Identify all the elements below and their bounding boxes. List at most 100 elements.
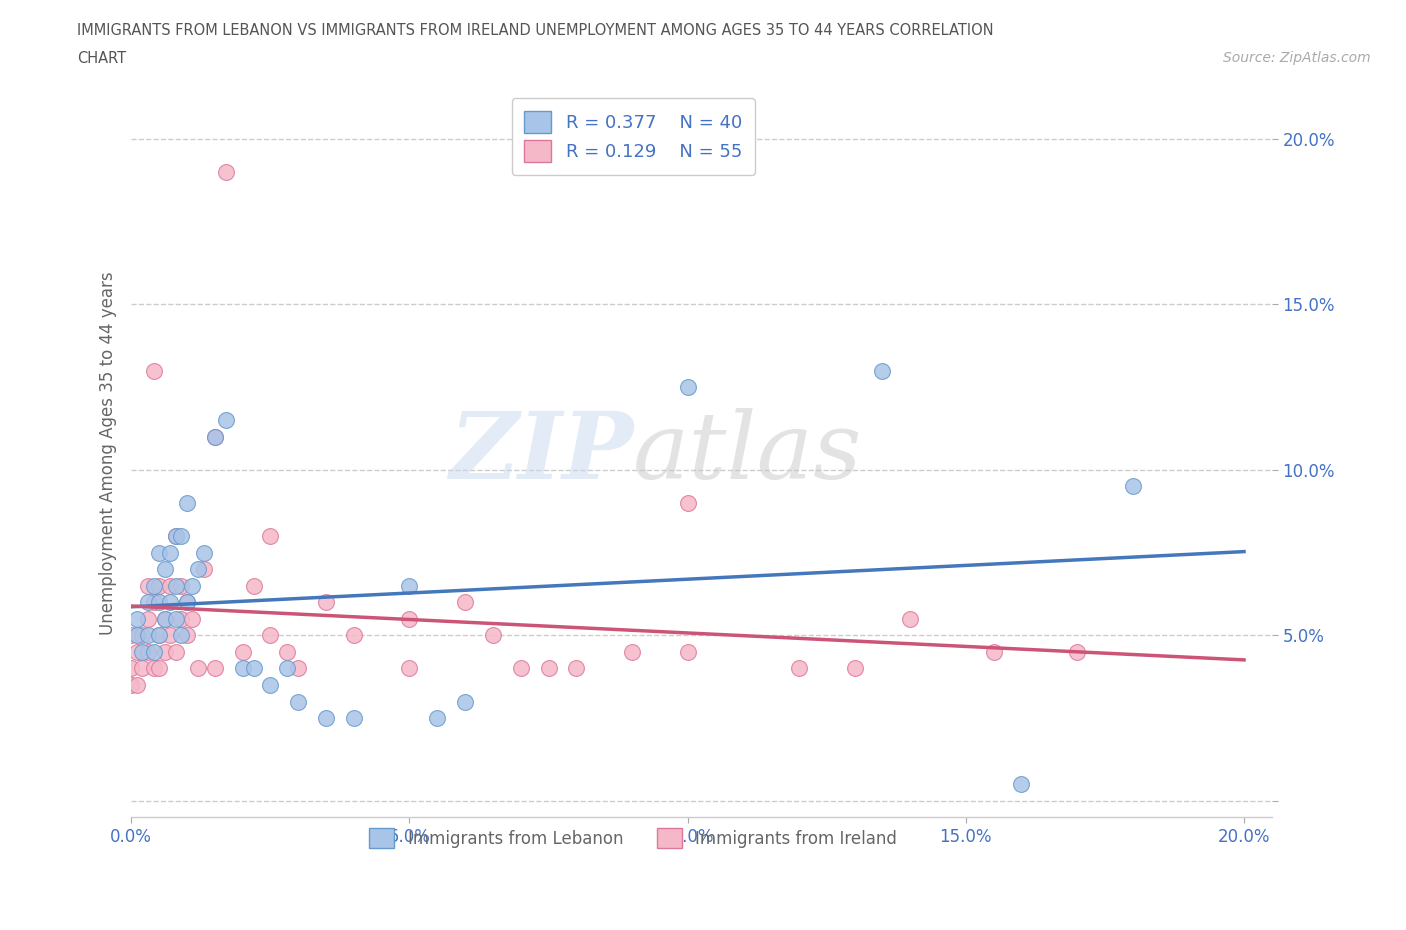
Point — [872, 364, 894, 379]
Point — [193, 562, 215, 577]
Text: ZIP: ZIP — [449, 408, 633, 498]
Point — [343, 628, 366, 643]
Point — [120, 628, 142, 643]
Point — [136, 578, 159, 593]
Point — [153, 611, 176, 626]
Point — [148, 628, 170, 643]
Point — [142, 644, 165, 659]
Point — [454, 694, 477, 709]
Point — [315, 711, 337, 725]
Point — [159, 545, 181, 560]
Point — [193, 545, 215, 560]
Point — [153, 644, 176, 659]
Point — [287, 694, 309, 709]
Point — [176, 496, 198, 511]
Point — [142, 661, 165, 676]
Point — [131, 661, 153, 676]
Point — [676, 379, 699, 394]
Point — [142, 595, 165, 610]
Point — [204, 430, 226, 445]
Point — [148, 595, 170, 610]
Point — [148, 628, 170, 643]
Point — [125, 678, 148, 693]
Point — [165, 528, 187, 543]
Point — [426, 711, 449, 725]
Point — [148, 661, 170, 676]
Point — [176, 595, 198, 610]
Point — [482, 628, 505, 643]
Point — [170, 628, 193, 643]
Y-axis label: Unemployment Among Ages 35 to 44 years: Unemployment Among Ages 35 to 44 years — [100, 272, 117, 635]
Point — [176, 628, 198, 643]
Point — [1011, 777, 1033, 791]
Point — [242, 661, 264, 676]
Point — [898, 611, 921, 626]
Legend: Immigrants from Lebanon, Immigrants from Ireland: Immigrants from Lebanon, Immigrants from… — [357, 817, 908, 860]
Point — [136, 595, 159, 610]
Text: CHART: CHART — [77, 51, 127, 66]
Point — [537, 661, 560, 676]
Point — [181, 611, 204, 626]
Point — [287, 661, 309, 676]
Point — [983, 644, 1005, 659]
Point — [125, 628, 148, 643]
Text: Source: ZipAtlas.com: Source: ZipAtlas.com — [1223, 51, 1371, 65]
Point — [215, 165, 238, 179]
Point — [136, 644, 159, 659]
Point — [142, 578, 165, 593]
Point — [170, 578, 193, 593]
Point — [176, 595, 198, 610]
Point — [621, 644, 644, 659]
Point — [125, 644, 148, 659]
Point — [148, 578, 170, 593]
Point — [215, 413, 238, 428]
Point — [259, 628, 281, 643]
Point — [509, 661, 531, 676]
Point — [454, 595, 477, 610]
Point — [844, 661, 866, 676]
Point — [187, 661, 209, 676]
Point — [259, 528, 281, 543]
Point — [187, 562, 209, 577]
Point — [343, 711, 366, 725]
Point — [231, 661, 253, 676]
Point — [204, 430, 226, 445]
Point — [276, 644, 298, 659]
Text: atlas: atlas — [633, 408, 863, 498]
Point — [165, 528, 187, 543]
Point — [165, 611, 187, 626]
Point — [1066, 644, 1088, 659]
Point — [398, 578, 420, 593]
Point — [398, 611, 420, 626]
Point — [165, 644, 187, 659]
Point — [276, 661, 298, 676]
Point — [676, 496, 699, 511]
Point — [170, 611, 193, 626]
Point — [259, 678, 281, 693]
Point — [131, 628, 153, 643]
Point — [170, 528, 193, 543]
Point — [159, 595, 181, 610]
Point — [676, 644, 699, 659]
Point — [315, 595, 337, 610]
Point — [153, 611, 176, 626]
Point — [231, 644, 253, 659]
Point — [159, 628, 181, 643]
Text: IMMIGRANTS FROM LEBANON VS IMMIGRANTS FROM IRELAND UNEMPLOYMENT AMONG AGES 35 TO: IMMIGRANTS FROM LEBANON VS IMMIGRANTS FR… — [77, 23, 994, 38]
Point — [153, 562, 176, 577]
Point — [125, 611, 148, 626]
Point — [181, 578, 204, 593]
Point — [204, 661, 226, 676]
Point — [120, 661, 142, 676]
Point — [787, 661, 810, 676]
Point — [131, 644, 153, 659]
Point — [159, 578, 181, 593]
Point — [120, 678, 142, 693]
Point — [398, 661, 420, 676]
Point — [565, 661, 588, 676]
Point — [1122, 479, 1144, 494]
Point — [242, 578, 264, 593]
Point — [165, 578, 187, 593]
Point — [148, 545, 170, 560]
Point — [136, 611, 159, 626]
